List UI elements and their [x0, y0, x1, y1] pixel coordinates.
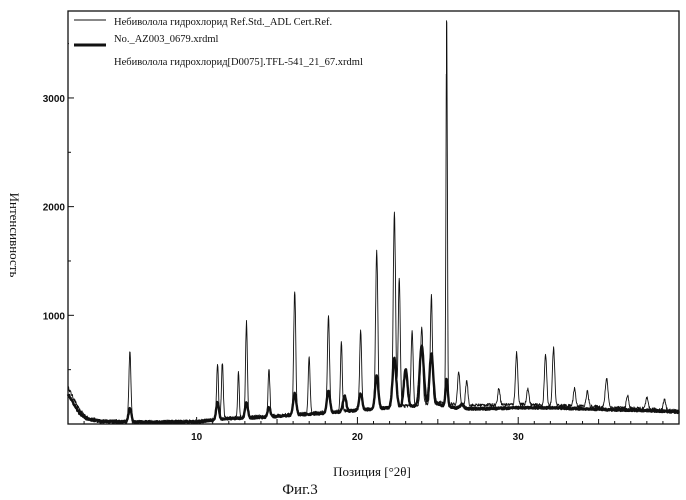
x-tick-label: 20: [352, 432, 364, 443]
x-tick-label: 10: [191, 432, 203, 443]
y-tick-label: 1000: [43, 311, 66, 322]
series-line-1: [68, 21, 679, 424]
x-axis-title: Позиция [°2θ]: [333, 464, 411, 479]
legend-entry-2: Небиволола гидрохлорид[D0075].TFL-541_21…: [114, 57, 363, 68]
series-line-2: [68, 346, 679, 423]
series-group: [68, 21, 679, 424]
legend-entry-1-line-2: No._AZ003_0679.xrdml: [114, 34, 218, 45]
axis-ticks: 10 20 30 1000 2000 3000: [43, 44, 679, 443]
y-axis-title: Интенсивность: [7, 193, 22, 278]
y-tick-label: 2000: [43, 203, 66, 214]
figure-caption: Фиг.3: [282, 482, 318, 498]
x-tick-label: 30: [513, 432, 525, 443]
legend: Небиволола гидрохлорид Ref.Std._ADL Cert…: [69, 12, 446, 74]
legend-entry-1-line-1: Небиволола гидрохлорид Ref.Std._ADL Cert…: [114, 17, 332, 28]
y-tick-label: 3000: [43, 94, 66, 105]
